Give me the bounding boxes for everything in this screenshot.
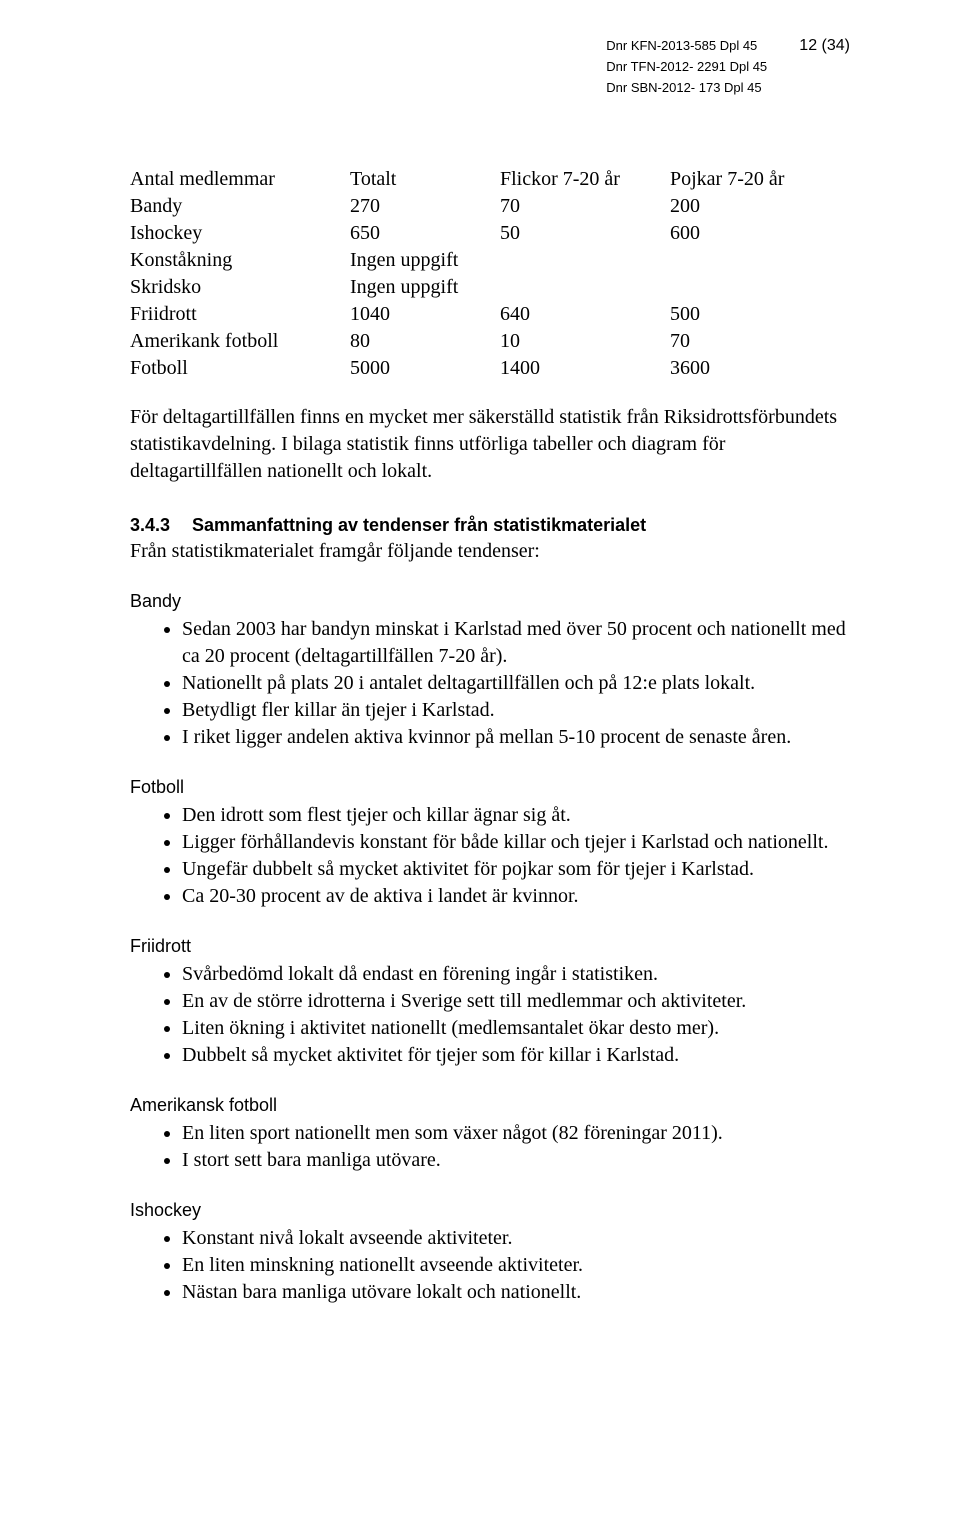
table-row: SkridskoIngen uppgift: [130, 274, 830, 301]
table-row: Bandy27070200: [130, 193, 830, 220]
group-heading: Fotboll: [130, 777, 850, 798]
header-ref-2: Dnr TFN-2012- 2291 Dpl 45: [606, 57, 850, 78]
cell-pojkar: [670, 247, 830, 274]
cell-label: Skridsko: [130, 274, 350, 301]
cell-pojkar: 3600: [670, 355, 830, 382]
list-item: En liten minskning nationellt avseende a…: [182, 1252, 850, 1279]
header-ref-1: Dnr KFN-2013-585 Dpl 45: [606, 36, 757, 57]
list-item: Nästan bara manliga utövare lokalt och n…: [182, 1279, 850, 1306]
cell-pojkar: 70: [670, 328, 830, 355]
cell-total: Ingen uppgift: [350, 274, 500, 301]
cell-total: 80: [350, 328, 500, 355]
bullet-list: Svårbedömd lokalt då endast en förening …: [130, 961, 850, 1069]
section-number: 3.4.3: [130, 515, 192, 536]
list-item: I stort sett bara manliga utövare.: [182, 1147, 850, 1174]
paragraph-intro: För deltagartillfällen finns en mycket m…: [130, 404, 850, 485]
bullet-list: Konstant nivå lokalt avseende aktivitete…: [130, 1225, 850, 1306]
cell-flickor: [500, 274, 670, 301]
cell-flickor: 70: [500, 193, 670, 220]
cell-flickor: 10: [500, 328, 670, 355]
content: Antal medlemmar Totalt Flickor 7-20 år P…: [130, 166, 850, 1306]
cell-flickor: [500, 247, 670, 274]
table-row: Ishockey65050600: [130, 220, 830, 247]
section-heading: 3.4.3 Sammanfattning av tendenser från s…: [130, 515, 850, 536]
table-row: Friidrott1040640500: [130, 301, 830, 328]
cell-flickor: 640: [500, 301, 670, 328]
th-flickor: Flickor 7-20 år: [500, 166, 670, 193]
cell-total: 270: [350, 193, 500, 220]
table-row: KonståkningIngen uppgift: [130, 247, 830, 274]
header-block: Dnr KFN-2013-585 Dpl 45 12 (34) Dnr TFN-…: [606, 36, 850, 98]
cell-label: Fotboll: [130, 355, 350, 382]
cell-flickor: 1400: [500, 355, 670, 382]
bullet-list: Den idrott som flest tjejer och killar ä…: [130, 802, 850, 910]
list-item: Betydligt fler killar än tjejer i Karlst…: [182, 697, 850, 724]
cell-flickor: 50: [500, 220, 670, 247]
th-total: Totalt: [350, 166, 500, 193]
cell-total: 650: [350, 220, 500, 247]
cell-label: Friidrott: [130, 301, 350, 328]
list-item: En liten sport nationellt men som växer …: [182, 1120, 850, 1147]
group-heading: Amerikansk fotboll: [130, 1095, 850, 1116]
th-label: Antal medlemmar: [130, 166, 350, 193]
list-item: Svårbedömd lokalt då endast en förening …: [182, 961, 850, 988]
header-ref-3: Dnr SBN-2012- 173 Dpl 45: [606, 78, 850, 99]
list-item: Ligger förhållandevis konstant för både …: [182, 829, 850, 856]
cell-total: 5000: [350, 355, 500, 382]
group-heading: Ishockey: [130, 1200, 850, 1221]
list-item: Dubbelt så mycket aktivitet för tjejer s…: [182, 1042, 850, 1069]
list-item: Ungefär dubbelt så mycket aktivitet för …: [182, 856, 850, 883]
group-heading: Friidrott: [130, 936, 850, 957]
table-header-row: Antal medlemmar Totalt Flickor 7-20 år P…: [130, 166, 830, 193]
bullet-list: En liten sport nationellt men som växer …: [130, 1120, 850, 1174]
th-pojkar: Pojkar 7-20 år: [670, 166, 830, 193]
table-row: Amerikank fotboll801070: [130, 328, 830, 355]
section-lead: Från statistikmaterialet framgår följand…: [130, 538, 850, 565]
page: Dnr KFN-2013-585 Dpl 45 12 (34) Dnr TFN-…: [0, 0, 960, 1513]
cell-pojkar: 200: [670, 193, 830, 220]
cell-total: 1040: [350, 301, 500, 328]
table-row: Fotboll500014003600: [130, 355, 830, 382]
header-top-row: Dnr KFN-2013-585 Dpl 45 12 (34): [606, 36, 850, 57]
list-item: Den idrott som flest tjejer och killar ä…: [182, 802, 850, 829]
cell-label: Amerikank fotboll: [130, 328, 350, 355]
cell-total: Ingen uppgift: [350, 247, 500, 274]
section-title: Sammanfattning av tendenser från statist…: [192, 515, 646, 536]
cell-pojkar: 500: [670, 301, 830, 328]
bullet-list: Sedan 2003 har bandyn minskat i Karlstad…: [130, 616, 850, 751]
page-number: 12 (34): [799, 37, 850, 55]
list-item: Liten ökning i aktivitet nationellt (med…: [182, 1015, 850, 1042]
list-item: I riket ligger andelen aktiva kvinnor på…: [182, 724, 850, 751]
cell-pojkar: [670, 274, 830, 301]
list-item: Sedan 2003 har bandyn minskat i Karlstad…: [182, 616, 850, 670]
cell-pojkar: 600: [670, 220, 830, 247]
members-table: Antal medlemmar Totalt Flickor 7-20 år P…: [130, 166, 830, 382]
list-item: Ca 20-30 procent av de aktiva i landet ä…: [182, 883, 850, 910]
list-item: En av de större idrotterna i Sverige set…: [182, 988, 850, 1015]
list-item: Konstant nivå lokalt avseende aktivitete…: [182, 1225, 850, 1252]
cell-label: Bandy: [130, 193, 350, 220]
cell-label: Konståkning: [130, 247, 350, 274]
cell-label: Ishockey: [130, 220, 350, 247]
group-heading: Bandy: [130, 591, 850, 612]
list-item: Nationellt på plats 20 i antalet deltaga…: [182, 670, 850, 697]
